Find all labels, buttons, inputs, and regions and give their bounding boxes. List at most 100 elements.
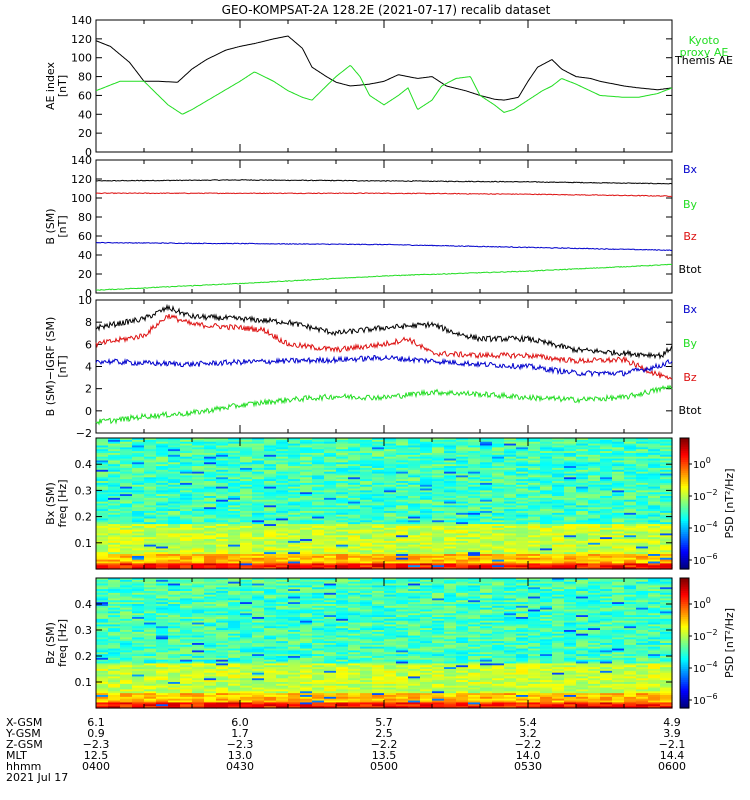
ae-panel-ytick-label: 40 xyxy=(78,108,92,121)
bx-spec-panel-colorbar-cell xyxy=(680,544,689,548)
bz-spec-panel-colorbar-cell xyxy=(680,586,689,590)
ae-panel-series-themis-ae xyxy=(95,35,673,101)
b-sm-panel-ytick-label: 60 xyxy=(78,230,92,243)
bx-spec-panel-colorbar-cell xyxy=(680,494,689,498)
bx-spec-panel-colorbar-cell xyxy=(680,520,689,524)
bz-spec-panel-colorbar-cell xyxy=(680,690,689,694)
bz-spec-panel-colorbar-cell xyxy=(680,597,689,601)
bx-spec-panel-colorbar-tick-label: 10−2 xyxy=(693,488,718,503)
bz-spec-panel-colorbar-cell xyxy=(680,612,689,616)
bz-spec-panel-colorbar-cell xyxy=(680,593,689,596)
ephemeris-value: 6.1 xyxy=(87,716,105,729)
bz-spec-panel-colorbar-cell xyxy=(680,669,689,672)
bz-spec-panel-colorbar-cell xyxy=(680,651,689,655)
b-sm-panel-series-bz xyxy=(95,192,672,197)
db-panel-ylabel-1: [nT] xyxy=(56,355,69,377)
ephemeris-value: 12.5 xyxy=(84,749,109,762)
bx-spec-panel-colorbar-cell xyxy=(680,457,689,461)
bz-spec-panel-colorbar-cell xyxy=(680,666,689,670)
bz-spec-panel-colorbar-cell xyxy=(680,705,689,709)
bx-spec-panel-colorbar-cell xyxy=(680,440,689,443)
bz-spec-panel-colorbar-cell xyxy=(680,692,689,696)
b-sm-panel-series-btot xyxy=(95,179,673,185)
bx-spec-panel-ylabel-1: freq [Hz] xyxy=(56,479,69,527)
ephemeris-value: 5.7 xyxy=(375,716,393,729)
bx-spec-panel-colorbar-cell xyxy=(680,459,689,463)
bx-spec-panel-colorbar-cell xyxy=(680,558,689,561)
bx-spec-panel-colorbar-cell xyxy=(680,490,689,494)
b-sm-panel-ytick-label: 120 xyxy=(71,173,92,186)
bx-spec-panel-colorbar-cell xyxy=(680,525,689,529)
bx-spec-panel-colorbar-cell xyxy=(680,560,689,564)
bz-spec-panel-colorbar-cell xyxy=(680,688,689,692)
b-sm-panel-legend-btot: Btot xyxy=(679,263,703,276)
db-panel-ytick-label: 4 xyxy=(85,361,92,374)
bz-spec-panel-colorbar-cell xyxy=(680,679,689,683)
ephemeris-value: 6.0 xyxy=(231,716,249,729)
bz-spec-panel-colorbar-cell xyxy=(680,634,689,638)
bx-spec-panel-colorbar-cell xyxy=(680,529,689,533)
ephemeris-value: 0.9 xyxy=(87,727,105,740)
bz-spec-panel-colorbar-cell xyxy=(680,632,689,635)
db-panel-ytick-label: 0 xyxy=(85,405,92,418)
bz-spec-panel-colorbar-cell xyxy=(680,604,689,607)
ephemeris-value: 3.9 xyxy=(663,727,681,740)
ephemeris-value: 13.5 xyxy=(372,749,397,762)
bz-spec-panel: 0.1 0.2 0.3 0.4 Bz (SM) freq [Hz] 100 10−2 10−4 1… xyxy=(44,577,736,709)
ephemeris-value: 3.2 xyxy=(519,727,537,740)
bz-spec-panel-colorbar-cell xyxy=(680,645,689,648)
b-sm-panel-ytick-label: 0 xyxy=(85,287,92,300)
db-panel-ytick-label: 6 xyxy=(85,338,92,351)
bz-spec-panel-colorbar-cell xyxy=(680,647,689,651)
bx-spec-panel-colorbar-cell xyxy=(680,466,689,470)
b-sm-panel-legend-bz: Bz xyxy=(683,230,697,243)
figure-title: GEO-KOMPSAT-2A 128.2E (2021-07-17) recal… xyxy=(222,3,551,17)
bz-spec-panel-colorbar-cell xyxy=(680,638,689,642)
ephemeris-label: Y-GSM xyxy=(5,727,41,740)
bx-spec-panel-colorbar-cell xyxy=(680,475,689,478)
bx-spec-panel-ytick-label: 0.2 xyxy=(75,511,93,524)
ae-panel-legend-kyoto-proxy-ae: proxy AE xyxy=(680,46,729,59)
bx-spec-panel-colorbar-tick-label: 10−4 xyxy=(693,520,718,535)
ephemeris-value: −2.1 xyxy=(659,738,686,751)
ephemeris-value: 0400 xyxy=(82,760,110,773)
ephemeris-value: 5.4 xyxy=(519,716,537,729)
bz-spec-panel-colorbar-cell xyxy=(680,627,689,631)
b-sm-panel-ylabel-1: [nT] xyxy=(56,215,69,237)
bz-spec-panel-colorbar-cell xyxy=(680,675,689,679)
bz-spec-panel-colorbar-cell xyxy=(680,653,689,657)
bz-spec-panel-colorbar-cell xyxy=(680,662,689,666)
bx-spec-panel-colorbar-cell xyxy=(680,483,689,487)
bx-spec-panel-colorbar-cell xyxy=(680,551,689,555)
bx-spec-panel-colorbar-cell xyxy=(680,451,689,454)
bx-spec-panel-ytick-label: 0.3 xyxy=(75,484,93,497)
db-panel-series-by xyxy=(95,384,673,426)
bx-spec-panel-colorbar-cell xyxy=(680,477,689,481)
bz-spec-panel-ylabel-1: freq [Hz] xyxy=(56,619,69,667)
bx-spec-panel-colorbar-cell xyxy=(680,518,689,522)
bz-spec-panel-colorbar-cell xyxy=(680,656,689,659)
bx-spec-panel-colorbar-cell xyxy=(680,438,689,441)
bx-spec-panel-colorbar-cell xyxy=(680,549,689,553)
b-sm-panel-series-bx xyxy=(95,241,673,252)
ephemeris-value: 4.9 xyxy=(663,716,681,729)
ephemeris-value: 14.4 xyxy=(660,749,685,762)
bz-spec-panel-colorbar-label: PSD [nT²/Hz] xyxy=(723,608,736,678)
ae-panel-series-kyoto-proxy-ae xyxy=(95,65,673,115)
bz-spec-panel-colorbar-cell xyxy=(680,621,689,625)
ephemeris-label: MLT xyxy=(6,749,27,762)
ae-panel-ytick-label: 120 xyxy=(71,33,92,46)
bx-spec-panel-colorbar-cell xyxy=(680,538,689,542)
bx-spec-panel-colorbar-cell xyxy=(680,481,689,485)
ephemeris-label: hhmm xyxy=(6,760,41,773)
db-panel: −2 0 2 4 6 8 10 B (SM)−IGRF (SM) [nT] Bx By Bz Btot xyxy=(44,294,702,440)
bz-spec-panel-image xyxy=(96,578,673,709)
bz-spec-panel-colorbar-cell xyxy=(680,599,689,603)
ephemeris-table: X-GSMY-GSMZ-GSMMLThhmm6.10.9−2.312.50400… xyxy=(5,716,686,784)
bx-spec-panel-colorbar-cell xyxy=(680,566,689,570)
bx-spec-panel-colorbar-cell xyxy=(680,542,689,546)
bz-spec-panel-colorbar-cell xyxy=(680,625,689,629)
ephemeris-value: 2.5 xyxy=(375,727,393,740)
db-panel-ytick-label: 10 xyxy=(78,294,92,307)
bx-spec-panel-colorbar-cell xyxy=(680,516,689,520)
